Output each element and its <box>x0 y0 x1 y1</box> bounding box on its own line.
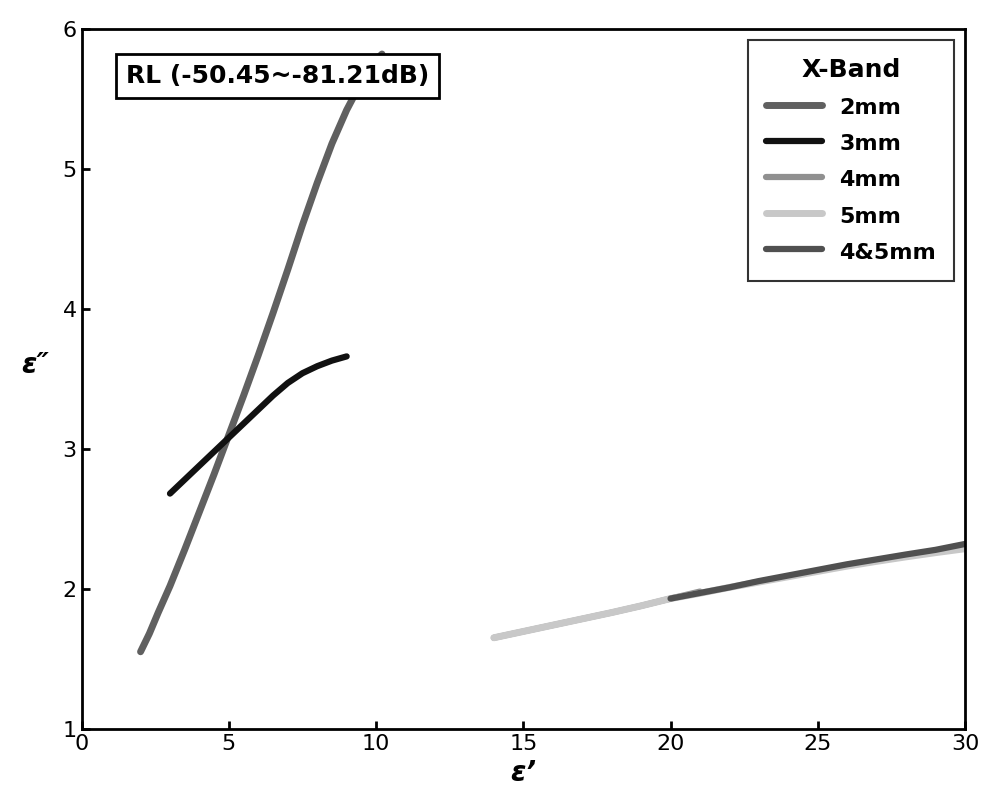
4&5mm <box>930 545 942 555</box>
Y-axis label: ε″: ε″ <box>21 351 49 379</box>
3mm <box>164 489 176 499</box>
5mm <box>812 566 824 576</box>
2mm <box>296 220 308 229</box>
3mm <box>326 356 338 365</box>
2mm <box>355 78 367 87</box>
2mm <box>341 105 353 115</box>
X-axis label: ε’: ε’ <box>510 760 536 787</box>
3mm <box>179 475 191 485</box>
Legend: 2mm, 3mm, 4mm, 5mm, 4&5mm: 2mm, 3mm, 4mm, 5mm, 4&5mm <box>748 40 954 280</box>
5mm <box>723 583 735 592</box>
2mm <box>135 647 147 657</box>
5mm <box>488 633 500 642</box>
5mm <box>547 621 559 630</box>
4&5mm <box>723 583 735 592</box>
3mm <box>296 368 308 378</box>
4&5mm <box>871 554 883 564</box>
4&5mm <box>753 576 765 586</box>
2mm <box>252 350 264 360</box>
4&5mm <box>841 559 853 569</box>
4mm <box>694 587 706 596</box>
5mm <box>959 544 971 553</box>
5mm <box>871 557 883 566</box>
2mm <box>326 139 338 149</box>
4&5mm <box>782 570 794 580</box>
2mm <box>152 608 164 617</box>
3mm <box>238 419 250 428</box>
3mm <box>341 351 353 361</box>
3mm <box>252 405 264 415</box>
2mm <box>223 430 235 440</box>
4&5mm <box>665 594 677 604</box>
4&5mm <box>959 539 971 549</box>
5mm <box>841 562 853 571</box>
2mm <box>193 507 205 516</box>
Line: 3mm: 3mm <box>170 356 347 494</box>
4&5mm <box>694 588 706 598</box>
3mm <box>267 391 279 401</box>
5mm <box>694 588 706 598</box>
4mm <box>488 633 500 642</box>
4mm <box>635 601 647 611</box>
5mm <box>782 572 794 582</box>
Line: 5mm: 5mm <box>494 549 965 638</box>
4mm <box>547 621 559 630</box>
2mm <box>311 178 323 187</box>
5mm <box>930 548 942 558</box>
4&5mm <box>812 565 824 574</box>
4mm <box>665 594 677 604</box>
5mm <box>753 577 765 587</box>
2mm <box>179 545 191 554</box>
3mm <box>311 361 323 371</box>
3mm <box>223 433 235 443</box>
5mm <box>576 614 588 624</box>
2mm <box>282 265 294 275</box>
2mm <box>164 581 176 591</box>
3mm <box>208 447 220 457</box>
2mm <box>143 629 155 638</box>
4&5mm <box>900 549 912 559</box>
5mm <box>606 608 618 617</box>
4mm <box>606 608 618 617</box>
5mm <box>635 601 647 611</box>
Line: 4mm: 4mm <box>494 591 700 638</box>
Line: 2mm: 2mm <box>141 54 382 652</box>
2mm <box>370 55 382 65</box>
4mm <box>517 627 529 637</box>
4mm <box>576 614 588 624</box>
5mm <box>900 552 912 562</box>
5mm <box>665 594 677 604</box>
2mm <box>208 469 220 479</box>
2mm <box>376 49 388 59</box>
5mm <box>517 627 529 637</box>
3mm <box>282 378 294 388</box>
Line: 4&5mm: 4&5mm <box>671 544 965 599</box>
Text: RL (-50.45~-81.21dB): RL (-50.45~-81.21dB) <box>126 64 429 88</box>
2mm <box>267 308 279 318</box>
3mm <box>193 461 205 470</box>
2mm <box>238 391 250 401</box>
